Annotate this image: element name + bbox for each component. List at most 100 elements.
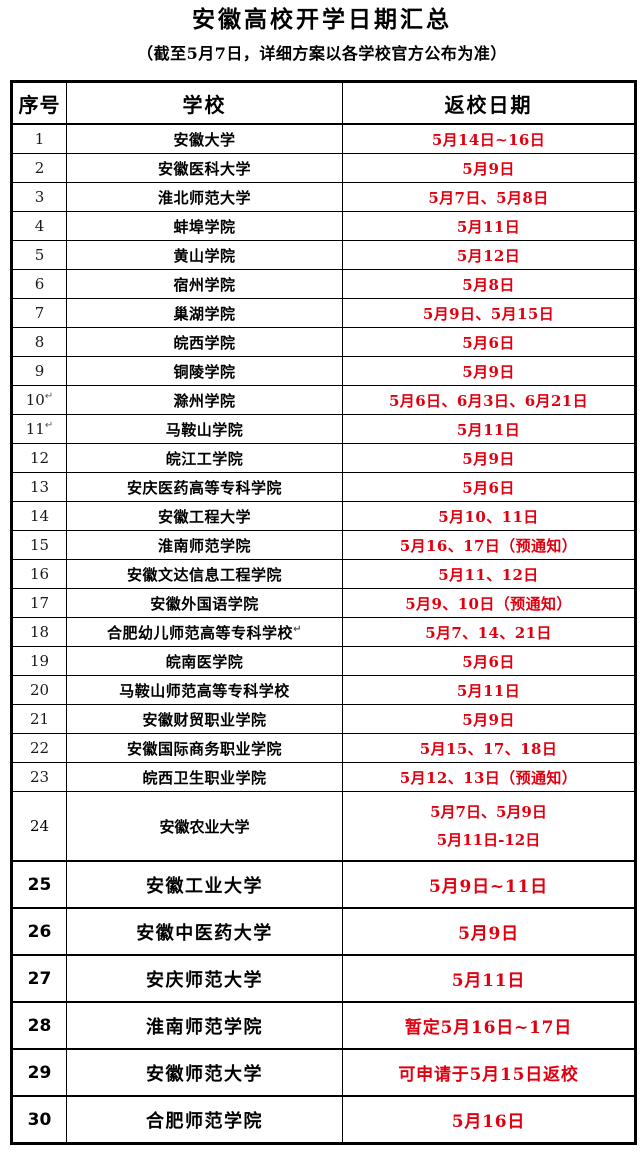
row-index-value: 26 — [27, 921, 52, 942]
return-date-value: 5月16、17日（预通知） — [399, 536, 578, 555]
cell-index: 7 — [11, 298, 67, 328]
cell-school-name: 淮南师范学院 — [66, 1001, 343, 1050]
cell-school-name: 黄山学院 — [66, 240, 343, 270]
school-name-value: 安徽文达信息工程学院 — [126, 565, 282, 584]
cell-school-name: 安徽医科大学 — [66, 153, 343, 183]
cell-index: 1 — [11, 123, 67, 154]
row-index-value: 22 — [29, 739, 50, 757]
cell-index: 16 — [11, 559, 67, 589]
table-row: 22 安徽国际商务职业学院 5月15、17、18日 — [11, 733, 636, 763]
return-date-value: 5月6日 — [462, 478, 515, 497]
return-date-value: 5月6日 — [462, 333, 515, 352]
cell-index: 27 — [11, 954, 67, 1003]
return-date-value-secondary: 5月11日-12日 — [436, 831, 541, 849]
cell-school-name: 滁州学院 — [66, 385, 343, 415]
return-date-value: 5月7日、5月8日 — [428, 188, 549, 207]
cell-index: 30 — [11, 1095, 67, 1145]
cell-return-date: 5月12日 — [342, 240, 636, 270]
table-row: 7 巢湖学院 5月9日、5月15日 — [11, 298, 636, 328]
page-subtitle: （截至5月7日，详细方案以各学校官方公布为准） — [137, 44, 507, 63]
cell-index: 18 — [11, 617, 67, 647]
cell-school-name: 安徽财贸职业学院 — [66, 704, 343, 734]
table-row: 18 合肥幼儿师范高等专科学校↵ 5月7、14、21日 — [11, 617, 636, 647]
cell-school-name: 安徽工业大学 — [66, 860, 343, 909]
school-name-value: 淮北师范大学 — [157, 188, 251, 207]
table-row: 10↵ 滁州学院 5月6日、6月3日、6月21日 — [11, 385, 636, 415]
row-index-value: 3 — [34, 188, 45, 206]
cell-school-name: 淮北师范大学 — [66, 182, 343, 212]
return-date-value: 5月9、10日（预通知） — [405, 594, 572, 613]
cell-return-date: 5月7日、5月8日 — [342, 182, 636, 212]
school-name-value: 安徽大学 — [173, 130, 236, 149]
cell-index: 29 — [11, 1048, 67, 1097]
school-name-value: 皖南医学院 — [165, 652, 244, 671]
cell-index: 15 — [11, 530, 67, 560]
cell-index: 22 — [11, 733, 67, 763]
cell-index: 21 — [11, 704, 67, 734]
table-row: 19 皖南医学院 5月6日 — [11, 646, 636, 676]
cell-return-date: 5月16、17日（预通知） — [342, 530, 636, 560]
cell-school-name: 皖江工学院 — [66, 443, 343, 473]
cell-index: 10↵ — [11, 385, 67, 415]
table-row: 5 黄山学院 5月12日 — [11, 240, 636, 270]
cell-school-name: 安庆师范大学 — [66, 954, 343, 1003]
cell-index: 12 — [11, 443, 67, 473]
cell-index: 28 — [11, 1001, 67, 1050]
table-row: 14 安徽工程大学 5月10、11日 — [11, 501, 636, 531]
cell-return-date: 5月9日、5月15日 — [342, 298, 636, 328]
cell-school-name: 马鞍山师范高等专科学校 — [66, 675, 343, 705]
row-index-value: 1 — [34, 130, 45, 148]
table-header-row: 序号 学校 返校日期 — [11, 81, 636, 125]
cell-school-name: 皖西卫生职业学院 — [66, 762, 343, 792]
row-index-value: 5 — [34, 246, 45, 264]
cell-return-date: 5月9日 — [342, 153, 636, 183]
cell-index: 17 — [11, 588, 67, 618]
cell-school-name: 皖南医学院 — [66, 646, 343, 676]
school-name-value: 皖江工学院 — [165, 449, 244, 468]
cell-index: 8 — [11, 327, 67, 357]
row-index-value: 11 — [25, 420, 45, 438]
school-name-value: 安徽医科大学 — [157, 159, 251, 178]
table-row: 24 安徽农业大学 5月7日、5月9日 5月11日-12日 — [11, 791, 636, 862]
cell-return-date: 5月7、14、21日 — [342, 617, 636, 647]
return-date-value: 5月14日~16日 — [431, 130, 546, 149]
cell-return-date: 5月10、11日 — [342, 501, 636, 531]
table-row: 17 安徽外国语学院 5月9、10日（预通知） — [11, 588, 636, 618]
return-date-value: 5月11日 — [456, 217, 521, 236]
cell-school-name: 淮南师范学院 — [66, 530, 343, 560]
cell-school-name: 安庆医药高等专科学院 — [66, 472, 343, 502]
school-name-value: 合肥幼儿师范高等专科学校 — [107, 623, 294, 642]
return-date-value: 5月11、12日 — [438, 565, 539, 584]
cell-school-name: 安徽文达信息工程学院 — [66, 559, 343, 589]
cell-school-name: 安徽农业大学 — [66, 791, 343, 862]
cell-return-date: 5月16日 — [342, 1095, 636, 1145]
return-date-value: 5月11日 — [456, 681, 521, 700]
table-row: 30 合肥师范学院 5月16日 — [11, 1095, 636, 1145]
table-row: 26 安徽中医药大学 5月9日 — [11, 907, 636, 956]
cell-school-name: 皖西学院 — [66, 327, 343, 357]
cell-school-name: 安徽师范大学 — [66, 1048, 343, 1097]
school-name-value: 安徽农业大学 — [159, 817, 250, 836]
return-date-value: 5月7日、5月9日 — [430, 803, 547, 821]
table-header: 序号 学校 返校日期 — [11, 81, 636, 125]
cell-return-date: 5月9、10日（预通知） — [342, 588, 636, 618]
column-header-index: 序号 — [11, 81, 67, 125]
cell-index: 13 — [11, 472, 67, 502]
cell-index: 3 — [11, 182, 67, 212]
return-date-value: 可申请于5月15日返校 — [398, 1065, 579, 1085]
row-index-value: 2 — [34, 159, 45, 177]
row-index-value: 4 — [34, 217, 45, 235]
row-index-value: 23 — [29, 768, 50, 786]
row-index-value: 28 — [27, 1015, 52, 1036]
return-date-value: 5月7、14、21日 — [425, 623, 552, 642]
school-name-value: 安徽工程大学 — [157, 507, 251, 526]
row-index-value: 30 — [27, 1109, 52, 1130]
column-header-school: 学校 — [66, 81, 343, 125]
cell-return-date: 5月11、12日 — [342, 559, 636, 589]
cell-school-name: 安徽中医药大学 — [66, 907, 343, 956]
cell-return-date: 5月11日 — [342, 954, 636, 1003]
table-body: 1 安徽大学 5月14日~16日 2 安徽医科大学 5月9日 3 淮北师范大学 5月7日、5月8… — [11, 123, 636, 1145]
page-title: 安徽高校开学日期汇总 — [192, 6, 452, 33]
row-index-value: 6 — [34, 275, 45, 293]
